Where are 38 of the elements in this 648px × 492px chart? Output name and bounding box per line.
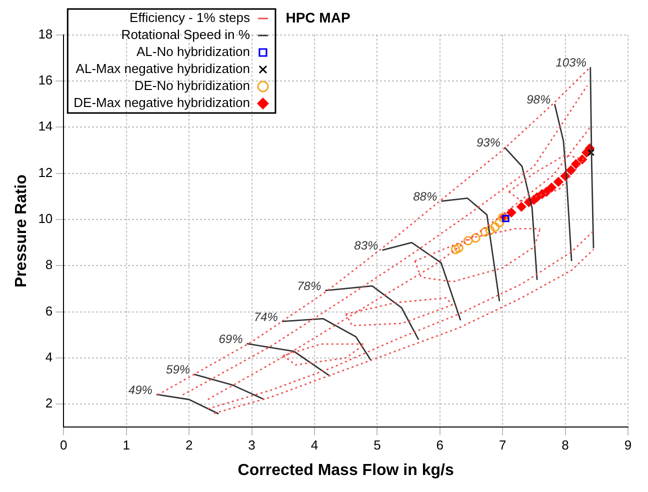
y-tick-label: 8 (45, 257, 53, 272)
legend-label: AL-No hybridization (136, 44, 250, 60)
x-tick-label: 0 (60, 438, 68, 453)
annotation: 103% (556, 55, 587, 70)
y-tick-label: 4 (45, 350, 53, 365)
x-tick-label: 5 (374, 438, 381, 453)
annotation: 93% (476, 136, 501, 150)
x-tick-label: 2 (185, 438, 193, 453)
annotation: 59% (166, 362, 190, 377)
x-tick-label: 3 (248, 438, 256, 453)
annotation: 74% (254, 310, 278, 324)
y-tick-label: 2 (45, 396, 53, 411)
legend-label: AL-Max negative hybridization (76, 61, 250, 76)
x-tick-label: 1 (122, 438, 130, 453)
y-tick-label: 18 (38, 26, 53, 42)
annotation: 88% (413, 190, 438, 204)
legend-label: Efficiency - 1% steps (130, 10, 250, 26)
annotation: 69% (218, 332, 244, 346)
x-tick-label: 9 (624, 438, 632, 453)
y-axis-title: Pressure Ratio (13, 174, 30, 288)
y-tick-label: 6 (45, 303, 53, 318)
annotation: 83% (354, 238, 379, 252)
chart-title: HPC MAP (286, 9, 350, 26)
x-tick-label: 6 (436, 438, 444, 453)
annotation: 78% (297, 278, 322, 293)
legend-label: DE-Max negative hybridization (74, 95, 250, 110)
y-tick-label: 14 (38, 118, 53, 134)
annotation: 98% (526, 92, 551, 106)
x-tick-label: 8 (562, 438, 569, 453)
y-tick-label: 10 (38, 211, 53, 226)
y-tick-label: 12 (38, 164, 53, 180)
legend-label: DE-No hybridization (134, 78, 250, 94)
x-axis-title: Corrected Mass Flow in kg/s (238, 462, 454, 479)
x-tick-label: 7 (498, 438, 506, 453)
annotation: 49% (128, 382, 153, 397)
x-tick-label: 4 (310, 438, 318, 453)
y-tick-label: 16 (38, 72, 53, 88)
legend-label: Rotational Speed in % (121, 27, 250, 42)
